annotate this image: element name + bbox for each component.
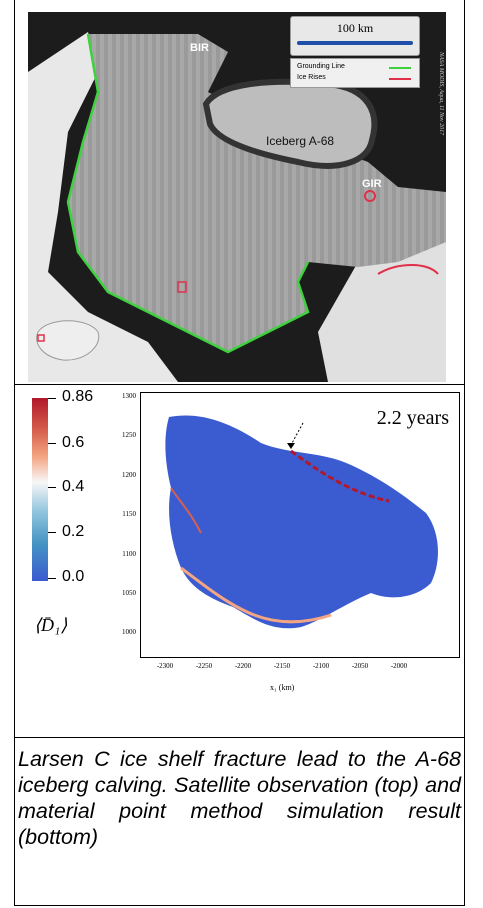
x-tick-label: -2150	[273, 662, 291, 670]
y-tick-label: 1000	[122, 628, 136, 636]
x-tick-label: -2000	[390, 662, 408, 670]
damage-edge-2	[170, 487, 202, 534]
legend-grounding-label: Grounding Line	[297, 63, 345, 70]
row-divider-2	[14, 737, 465, 738]
ice-rise-right	[377, 264, 439, 275]
x-tick-label: -2100	[312, 662, 330, 670]
y-tick-label: 1300	[122, 392, 136, 400]
satellite-image: 100 km Grounding Line Ice Rises BIR Iceb…	[28, 12, 446, 382]
label-gir: GIR	[362, 178, 382, 190]
colorbar-label: 0.0	[62, 568, 85, 585]
label-bir: BIR	[190, 42, 209, 54]
image-credit: NASA MODIS, Aqua, 11 Nov 2017	[438, 52, 444, 136]
row-divider-1	[14, 384, 465, 385]
y-tick-label: 1200	[122, 471, 136, 479]
colorbar-label: 0.4	[62, 478, 85, 495]
colorbar-tick	[48, 443, 56, 444]
antarctica-inset	[36, 320, 100, 361]
colorbar-label: 0.6	[62, 434, 85, 451]
y-tick-label: 1150	[122, 510, 136, 518]
x-tick-label: -2200	[234, 662, 252, 670]
arrow-head	[287, 443, 295, 449]
inset-marker	[37, 334, 45, 342]
legend-ice-rises-label: Ice Rises	[297, 74, 326, 81]
arrow-indicator	[290, 422, 304, 446]
x-tick-label: -2250	[195, 662, 213, 670]
x-axis-label: x₁ (km)	[270, 683, 295, 692]
x-tick-label: -2300	[156, 662, 174, 670]
colorbar-symbol: ⟨D̄₁⟩	[34, 615, 68, 635]
damage-edge	[180, 566, 332, 624]
colorbar-tick	[48, 578, 56, 579]
scale-label: 100 km	[336, 21, 374, 35]
y-tick-label: 1250	[122, 431, 136, 439]
simulation-map	[165, 415, 438, 629]
map-legend: Grounding Line Ice Rises	[290, 58, 420, 88]
colorbar-tick	[48, 487, 56, 488]
iceberg-a68	[202, 78, 378, 169]
land-area	[28, 32, 178, 382]
simulation-plot: 2.2 years	[140, 392, 460, 658]
ice-shelf	[68, 34, 446, 352]
figure-table	[14, 0, 465, 906]
x-tick-label: -2050	[351, 662, 369, 670]
scale-bar-box: 100 km	[290, 16, 420, 56]
ice-shelf-simulation	[165, 415, 438, 629]
colorbar	[32, 398, 48, 581]
label-iceberg: Iceberg A-68	[266, 134, 335, 148]
colorbar-tick	[48, 532, 56, 533]
colorbar-tick	[48, 398, 56, 399]
figure-caption: Larsen C ice shelf fracture lead to the …	[18, 747, 461, 849]
grounding-line	[66, 33, 310, 354]
fracture-line	[290, 449, 390, 503]
colorbar-label: 0.86	[62, 388, 94, 405]
legend-grounding-swatch	[389, 67, 411, 69]
ice-rise-south	[177, 281, 187, 293]
legend-ice-rises-swatch	[389, 78, 411, 80]
scale-bar	[297, 41, 413, 45]
y-tick-label: 1100	[122, 550, 136, 558]
land-area-right	[318, 242, 446, 382]
time-label: 2.2 years	[376, 407, 449, 429]
satellite-map	[28, 32, 446, 382]
colorbar-label: 0.2	[62, 523, 85, 540]
ice-rise-gir	[364, 190, 376, 202]
y-tick-label: 1050	[122, 589, 136, 597]
